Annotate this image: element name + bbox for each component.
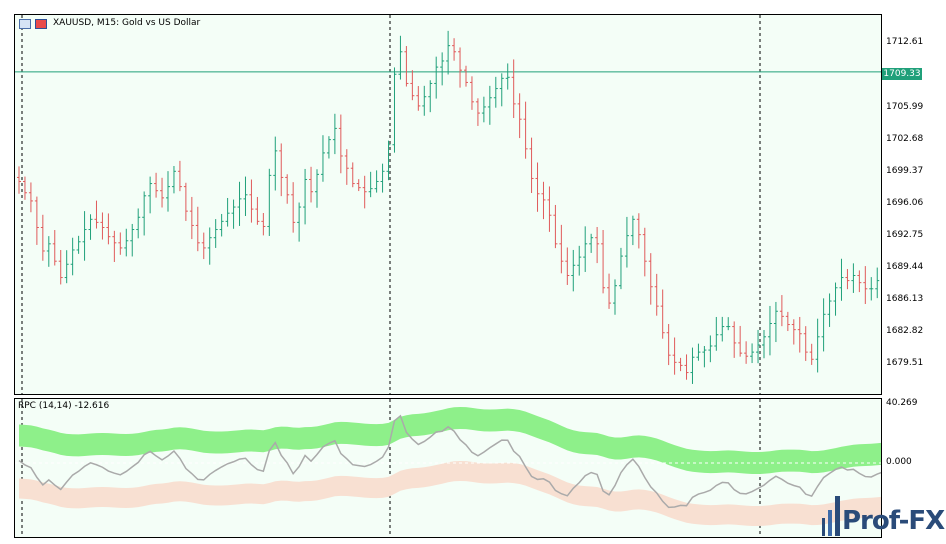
chart-bars-icon[interactable] [35, 19, 47, 29]
upper-band [19, 407, 881, 474]
current-price-tag: 1709.33 [882, 68, 922, 80]
price-scale-label: 1679.51 [886, 358, 924, 368]
price-scale-label: 1699.37 [886, 166, 924, 176]
price-scale-label: 1682.82 [886, 326, 924, 336]
lower-band [19, 461, 881, 526]
logo-bars-icon [822, 496, 840, 536]
logo-text: Prof-FX [842, 506, 945, 536]
chart-title: XAUUSD, M15: Gold vs US Dollar [53, 18, 201, 28]
indicator-scale-label: 40.269 [886, 398, 918, 408]
price-scale-label: 1689.44 [886, 262, 924, 272]
price-scale-label: 1705.99 [886, 102, 924, 112]
main-chart-pane[interactable]: XAUUSD, M15: Gold vs US Dollar [14, 14, 882, 395]
candlestick-chart [15, 15, 881, 394]
price-scale-label: 1696.06 [886, 198, 924, 208]
rpc-indicator-pane[interactable]: RPC (14,14) -12.616 [14, 398, 882, 538]
price-scale-label: 1686.13 [886, 294, 924, 304]
price-scale-label: 1702.68 [886, 134, 924, 144]
indicator-label: RPC (14,14) -12.616 [18, 401, 110, 411]
chart-type-icon[interactable] [19, 19, 31, 29]
prof-fx-logo: Prof-FX [820, 496, 945, 542]
indicator-scale-label: 0.000 [886, 457, 912, 467]
price-scale-label: 1692.75 [886, 230, 924, 240]
rpc-indicator-chart [15, 399, 881, 537]
rpc-line [18, 414, 881, 509]
price-scale-label: 1712.61 [886, 37, 924, 47]
